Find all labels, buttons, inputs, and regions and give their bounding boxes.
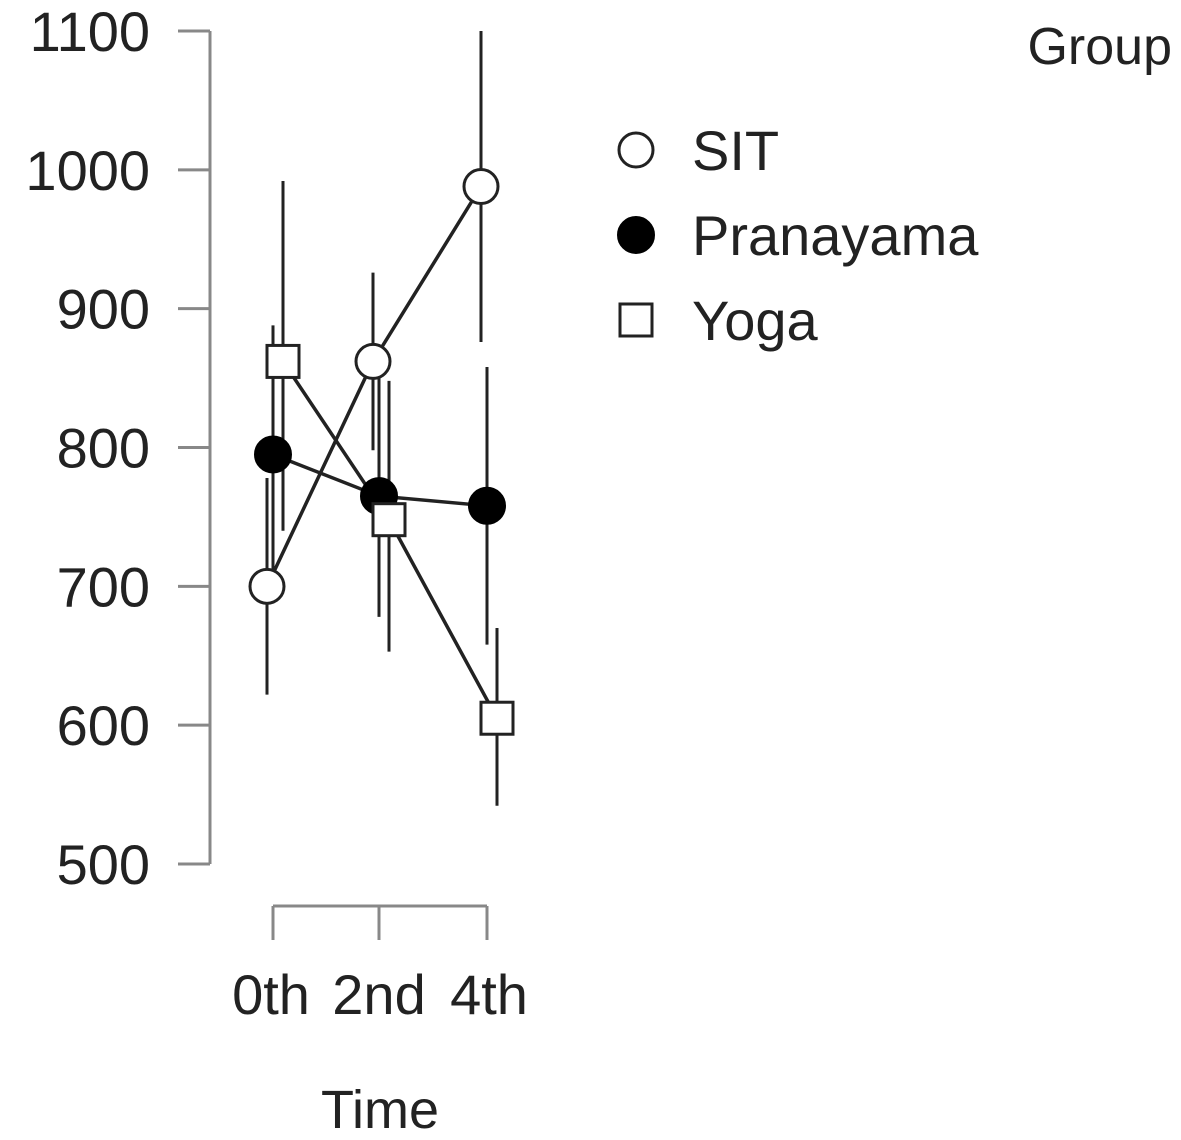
y-tick-label: 900 — [57, 278, 150, 341]
x-axis-title: Time — [321, 1080, 439, 1140]
sit-point — [462, 167, 500, 205]
y-tick-label: 1100 — [30, 0, 150, 63]
legend-label-pranayama: Pranayama — [692, 204, 979, 267]
legend-marker-sit — [617, 131, 655, 169]
yoga-point — [479, 700, 515, 736]
y-axis: 500 600 700 800 900 1000 1100 — [25, 0, 212, 896]
legend-label-sit: SIT — [692, 119, 779, 182]
legend-marker-pranayama — [617, 216, 655, 254]
sit-point — [354, 342, 392, 380]
x-tick-label: 4th — [450, 963, 528, 1026]
x-axis: 0th 2nd 4th — [232, 904, 528, 1026]
legend-marker-yoga — [618, 302, 654, 338]
sit-point — [248, 567, 286, 605]
pranayama-point — [468, 486, 506, 525]
y-tick-label: 600 — [57, 694, 150, 757]
y-tick-label: 800 — [57, 417, 150, 480]
y-tick-label: 500 — [57, 833, 150, 896]
error-bars — [265, 31, 499, 806]
legend: Group SIT Pranayama Yoga — [617, 18, 1172, 352]
y-tick-label: 700 — [57, 555, 150, 618]
pranayama-point — [254, 435, 292, 474]
x-tick-label: 0th — [232, 963, 310, 1026]
x-tick-label: 2nd — [332, 963, 425, 1026]
series-lines — [265, 185, 499, 720]
series-markers — [248, 167, 515, 736]
series-layer — [248, 31, 515, 806]
yoga-point — [371, 502, 407, 538]
yoga-point — [265, 343, 301, 379]
legend-label-yoga: Yoga — [692, 289, 819, 352]
legend-title: Group — [1027, 18, 1172, 76]
y-tick-label: 1000 — [25, 139, 150, 202]
